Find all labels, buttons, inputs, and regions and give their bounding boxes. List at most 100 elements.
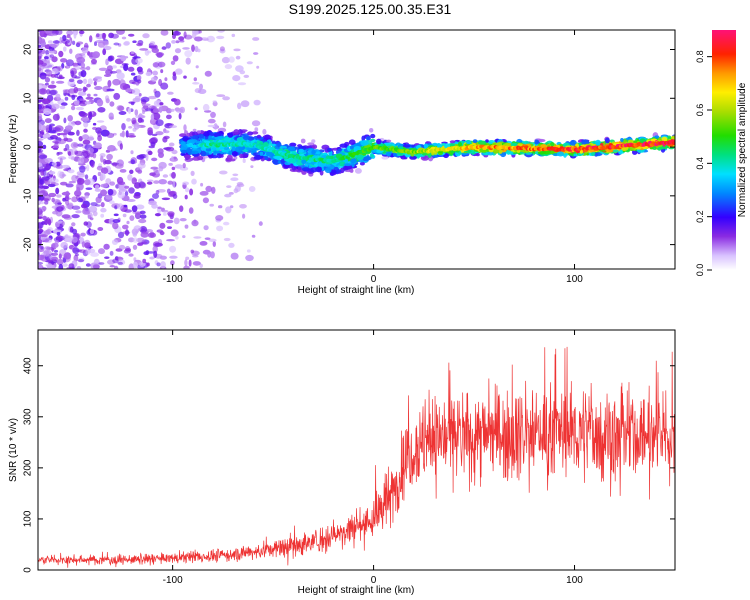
- heatmap-cell: [38, 99, 43, 103]
- heatmap-cell: [237, 82, 247, 86]
- y-tick-label: -10: [23, 188, 34, 203]
- heatmap-cell: [218, 205, 223, 209]
- heatmap-cell: [253, 155, 263, 160]
- heatmap-cell: [289, 142, 297, 147]
- heatmap-cell: [569, 139, 577, 146]
- heatmap-cell: [125, 229, 129, 236]
- heatmap-cell: [56, 65, 63, 72]
- heatmap-cell: [152, 193, 159, 200]
- heatmap-cell: [466, 141, 471, 145]
- heatmap-cell: [118, 111, 127, 115]
- heatmap-cell: [95, 204, 101, 207]
- heatmap-cell: [206, 35, 215, 43]
- heatmap-cell: [132, 232, 138, 237]
- heatmap-cell: [45, 49, 50, 56]
- heatmap-cell: [89, 35, 93, 43]
- heatmap-cell: [63, 216, 72, 220]
- heatmap-cell: [266, 151, 274, 157]
- heatmap-cell: [40, 129, 45, 135]
- chart-title: S199.2025.125.00.35.E31: [289, 1, 452, 17]
- heatmap-cell: [40, 171, 45, 176]
- heatmap-cell: [74, 150, 84, 157]
- heatmap-cell: [113, 92, 121, 100]
- heatmap-cell: [162, 174, 169, 178]
- heatmap-cell: [253, 99, 261, 106]
- heatmap-cell: [62, 197, 66, 202]
- heatmap-cell: [612, 149, 619, 153]
- heatmap-cell: [44, 56, 49, 60]
- heatmap-cell: [231, 151, 238, 157]
- heatmap-cell: [147, 150, 153, 156]
- heatmap-cell: [82, 86, 87, 93]
- heatmap-cell: [130, 159, 135, 165]
- heatmap-cell: [262, 128, 267, 135]
- heatmap-cell: [72, 40, 76, 45]
- heatmap-cell: [166, 239, 175, 242]
- heatmap-cell: [39, 184, 44, 189]
- heatmap-cell: [182, 235, 186, 239]
- heatmap-cell: [336, 169, 342, 173]
- heatmap-cell: [376, 138, 382, 145]
- heatmap-cell: [38, 230, 42, 235]
- heatmap-cell: [113, 265, 119, 269]
- heatmap-cell: [103, 243, 110, 250]
- heatmap-cell: [112, 258, 119, 264]
- heatmap-cell: [105, 95, 110, 101]
- heatmap-cell: [41, 98, 51, 105]
- heatmap-cell: [248, 186, 256, 192]
- heatmap-cell: [106, 88, 115, 92]
- heatmap-cell: [235, 55, 241, 60]
- heatmap-cell: [171, 166, 176, 171]
- heatmap-cell: [71, 174, 78, 182]
- heatmap-cell: [161, 209, 169, 213]
- heatmap-cell: [216, 35, 225, 40]
- heatmap-cell: [256, 134, 262, 139]
- heatmap-cell: [67, 115, 73, 122]
- heatmap-cell: [123, 41, 130, 46]
- heatmap-cell: [73, 86, 79, 94]
- heatmap-cell: [385, 151, 392, 157]
- heatmap-cell: [81, 47, 89, 54]
- heatmap-cell: [69, 48, 73, 54]
- heatmap-cell: [196, 130, 202, 134]
- heatmap-cell: [230, 177, 239, 181]
- heatmap-cell: [87, 78, 93, 85]
- heatmap-cell: [100, 202, 105, 208]
- heatmap-cell: [109, 250, 114, 256]
- heatmap-cell: [77, 143, 84, 147]
- snr-panel: -100 0 100 0 100 200 300 400 Height of straigh…: [8, 329, 676, 596]
- heatmap-cell: [178, 112, 182, 120]
- heatmap-cell: [38, 266, 43, 269]
- heatmap-cell: [51, 161, 57, 166]
- heatmap-cell: [84, 179, 91, 186]
- heatmap-cell: [251, 120, 261, 127]
- heatmap-cell: [136, 154, 145, 160]
- heatmap-cell: [192, 131, 198, 137]
- heatmap-cell: [67, 169, 75, 174]
- heatmap-cell: [38, 189, 48, 197]
- heatmap-cell: [411, 144, 416, 148]
- heatmap-cell: [193, 219, 197, 224]
- heatmap-cell: [51, 103, 60, 110]
- heatmap-cell: [116, 203, 124, 210]
- heatmap-cell: [96, 99, 104, 107]
- heatmap-cell: [94, 76, 102, 79]
- heatmap-cell: [277, 141, 282, 148]
- heatmap-cell: [150, 113, 155, 121]
- heatmap-cell: [652, 146, 657, 151]
- heatmap-cell: [595, 139, 601, 146]
- heatmap-cell: [53, 249, 59, 253]
- heatmap-cell: [149, 172, 156, 176]
- heatmap-cell: [61, 221, 65, 226]
- heatmap-cell: [139, 48, 149, 51]
- heatmap-cell: [123, 204, 128, 208]
- heatmap-cell: [327, 147, 332, 152]
- heatmap-cell: [83, 128, 88, 133]
- heatmap-cell: [166, 114, 172, 120]
- heatmap-cell: [100, 207, 107, 213]
- heatmap-marks: [38, 30, 675, 269]
- colorbar-tick-label: 0.8: [695, 50, 705, 63]
- heatmap-cell: [185, 256, 190, 260]
- heatmap-cell: [160, 30, 169, 36]
- heatmap-cell: [139, 226, 148, 234]
